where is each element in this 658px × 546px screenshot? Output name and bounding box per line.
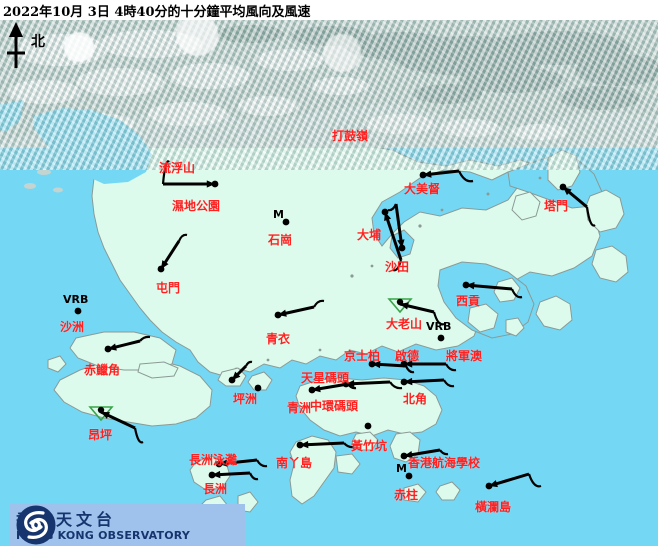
station-marker-dot[interactable] xyxy=(74,307,82,315)
wind-barb-tail xyxy=(245,360,253,367)
manned-station-badge: M xyxy=(273,208,284,221)
station-label[interactable]: 將軍澳 xyxy=(446,349,483,363)
north-label: 北 xyxy=(31,34,45,50)
station-label[interactable]: 北角 xyxy=(403,392,428,406)
wind-barb-arrowhead xyxy=(404,377,413,386)
page-title: 2022年10月 3日 4時40分的十分鐘平均風向及風速 xyxy=(3,5,311,20)
station-label[interactable]: 中環碼頭 xyxy=(310,399,359,413)
station-label[interactable]: 昂坪 xyxy=(88,428,113,442)
station-marker-dot[interactable] xyxy=(364,422,372,430)
station-label[interactable]: 長洲 xyxy=(203,482,228,496)
hko-logo[interactable]: 香港天文台 HONG KONG OBSERVATORY xyxy=(10,504,245,546)
wind-barb-tail xyxy=(392,259,403,272)
station-label[interactable]: 天星碼頭 xyxy=(301,371,350,385)
wind-barb-arrowhead xyxy=(466,282,475,290)
station-marker-dot[interactable] xyxy=(282,218,290,226)
wind-barb-arrowhead xyxy=(278,309,287,317)
wind-barb-shaft xyxy=(383,211,403,261)
wind-barb-arrowhead xyxy=(219,459,228,467)
wind-barb-tail xyxy=(527,473,542,488)
station-label[interactable]: 流浮山 xyxy=(159,161,196,175)
station-label[interactable]: 青衣 xyxy=(266,332,291,346)
wind-barb-arrowhead xyxy=(101,412,110,419)
wind-barb-tail xyxy=(458,170,474,183)
wind-barb-arrowhead xyxy=(206,180,215,188)
hko-logo-mark-icon xyxy=(16,505,56,545)
station-label[interactable]: 西貢 xyxy=(456,294,481,308)
wind-barb-tail xyxy=(177,233,188,242)
wind-barb-tail xyxy=(404,365,415,374)
wind-barb-tail xyxy=(343,442,355,449)
station-marker-dot[interactable] xyxy=(405,472,413,480)
station-label[interactable]: 赤鱲角 xyxy=(84,363,121,377)
wind-barb-arrowhead xyxy=(400,302,409,310)
station-label[interactable]: 塔門 xyxy=(544,199,569,213)
wind-barb-arrowhead xyxy=(108,343,117,351)
station-label[interactable]: 屯門 xyxy=(156,281,181,295)
wind-barb-arrowhead xyxy=(372,360,381,369)
station-label[interactable]: 沙洲 xyxy=(60,320,85,334)
north-arrow-icon xyxy=(7,22,25,68)
station-marker-dot[interactable] xyxy=(437,334,445,342)
variable-wind-badge: VRB xyxy=(426,320,452,333)
wind-barb-arrowhead xyxy=(563,187,572,196)
station-label[interactable]: 坪洲 xyxy=(233,392,258,406)
wind-barb-tail xyxy=(256,459,268,468)
wind-barb-arrowhead xyxy=(346,379,355,388)
wind-barb-arrowhead xyxy=(232,371,241,380)
wind-barb-tail xyxy=(585,206,596,227)
coast-detail xyxy=(266,176,542,362)
wind-barb-tail xyxy=(248,472,259,481)
wind-barb-arrowhead xyxy=(404,360,413,368)
wind-barb-arrowhead xyxy=(212,470,221,479)
manned-station-badge: M xyxy=(396,462,407,475)
wind-barb-tail xyxy=(432,311,445,326)
wind-barb-arrowhead xyxy=(312,385,321,393)
station-label[interactable]: 橫瀾島 xyxy=(475,500,512,514)
station-label[interactable]: 青洲 xyxy=(287,401,312,415)
wind-barb-tail xyxy=(139,335,151,342)
wind-barb-tail xyxy=(387,203,398,212)
station-label[interactable]: 石崗 xyxy=(268,233,293,247)
map-canvas[interactable]: 北 打鼓嶺流浮山濕地公園 M 石崗 大美督塔門大埔沙田屯門西貢 VRB 沙洲 大老山青衣赤鱲… xyxy=(0,20,658,546)
station-label[interactable]: 南丫島 xyxy=(276,456,313,470)
wind-barb-arrowhead xyxy=(404,451,413,459)
station-label[interactable]: 赤柱 xyxy=(394,488,419,502)
hko-logo-english: HONG KONG OBSERVATORY xyxy=(16,529,191,543)
station-label[interactable]: 啟德 xyxy=(395,349,420,363)
wind-barb-tail xyxy=(439,449,449,456)
station-marker-dot[interactable] xyxy=(254,384,262,392)
station-label[interactable]: 大美督 xyxy=(404,182,441,196)
wind-barb-arrowhead xyxy=(384,212,392,221)
variable-wind-badge: VRB xyxy=(63,293,89,306)
station-label[interactable]: 香港航海學校 xyxy=(408,456,481,470)
station-label[interactable]: 濕地公園 xyxy=(172,199,221,213)
wind-barb-layer xyxy=(74,160,596,490)
wind-barb-arrowhead xyxy=(423,170,432,178)
wind-barb-tail xyxy=(347,383,357,390)
wind-barb-tail xyxy=(445,363,457,372)
station-label[interactable]: 黃竹坑 xyxy=(351,439,388,453)
station-label[interactable]: 京士柏 xyxy=(344,349,381,363)
wind-barb-arrowhead xyxy=(489,480,498,488)
wind-barb-arrowhead xyxy=(397,239,405,248)
station-label[interactable]: 打鼓嶺 xyxy=(332,129,369,143)
station-label[interactable]: 沙田 xyxy=(385,260,410,274)
station-label[interactable]: 大埔 xyxy=(357,228,382,242)
station-label[interactable]: 大老山 xyxy=(386,317,423,331)
wind-barb-tail xyxy=(443,379,455,388)
lantau-island xyxy=(53,331,213,427)
title-bar: 2022年10月 3日 4時40分的十分鐘平均風向及風速 xyxy=(0,0,658,20)
wind-barb-tail xyxy=(510,288,523,299)
wind-barb-tail xyxy=(133,427,144,444)
wind-barb-tail xyxy=(389,381,403,390)
wind-barb-tail xyxy=(161,160,170,185)
wind-barb-arrowhead xyxy=(300,440,309,449)
wind-barb-tail xyxy=(313,299,325,308)
wind-barb-arrowhead xyxy=(161,260,169,269)
station-label[interactable]: 長洲泳灘 xyxy=(189,453,238,467)
